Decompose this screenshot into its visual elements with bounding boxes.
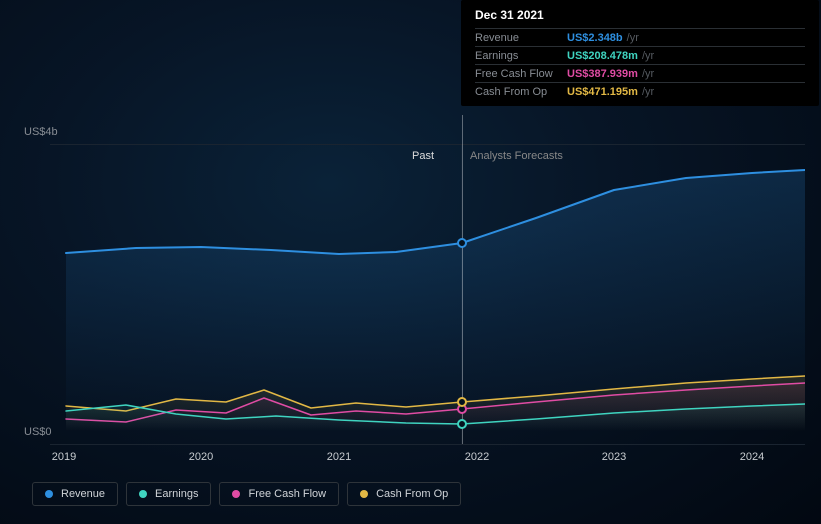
hover-marker: [457, 419, 467, 429]
hover-marker: [457, 397, 467, 407]
label-analysts-forecast: Analysts Forecasts: [470, 150, 563, 162]
tooltip-row-label: Earnings: [475, 50, 567, 62]
legend-item-label: Free Cash Flow: [248, 488, 326, 500]
chart-legend: Revenue Earnings Free Cash Flow Cash From O…: [32, 482, 461, 506]
legend-dot-icon: [232, 490, 240, 498]
tooltip-row-value: US$471.195m: [567, 86, 638, 98]
x-axis-tick: 2019: [52, 451, 76, 463]
x-axis-tick: 2022: [465, 451, 489, 463]
legend-item-label: Cash From Op: [376, 488, 448, 500]
tooltip-row-label: Cash From Op: [475, 86, 567, 98]
tooltip-row-value: US$2.348b: [567, 32, 623, 44]
tooltip-row: EarningsUS$208.478m/yr: [475, 46, 805, 64]
x-axis-tick: 2020: [189, 451, 213, 463]
gridline-top: [50, 144, 805, 145]
label-past: Past: [412, 150, 434, 162]
tooltip-row-label: Revenue: [475, 32, 567, 44]
tooltip-row: Cash From OpUS$471.195m/yr: [475, 82, 805, 100]
x-axis-tick: 2021: [327, 451, 351, 463]
y-axis-tick: US$4b: [24, 126, 58, 138]
tooltip-row-unit: /yr: [642, 50, 654, 62]
legend-item-free_cash_flow[interactable]: Free Cash Flow: [219, 482, 339, 506]
legend-item-label: Earnings: [155, 488, 198, 500]
gridline-baseline: [50, 444, 805, 445]
tooltip-date: Dec 31 2021: [475, 8, 805, 22]
tooltip-row-value: US$387.939m: [567, 68, 638, 80]
legend-dot-icon: [45, 490, 53, 498]
tooltip-row: RevenueUS$2.348b/yr: [475, 28, 805, 46]
legend-item-label: Revenue: [61, 488, 105, 500]
tooltip-row-label: Free Cash Flow: [475, 68, 567, 80]
tooltip-row: Free Cash FlowUS$387.939m/yr: [475, 64, 805, 82]
hover-tooltip: Dec 31 2021 RevenueUS$2.348b/yrEarningsU…: [461, 0, 819, 106]
legend-item-cash_from_op[interactable]: Cash From Op: [347, 482, 461, 506]
hover-marker: [457, 238, 467, 248]
tooltip-row-unit: /yr: [627, 32, 639, 44]
legend-item-revenue[interactable]: Revenue: [32, 482, 118, 506]
tooltip-row-unit: /yr: [642, 86, 654, 98]
y-axis-tick: US$0: [24, 426, 52, 438]
x-axis-tick: 2023: [602, 451, 626, 463]
x-axis-tick: 2024: [740, 451, 764, 463]
legend-dot-icon: [360, 490, 368, 498]
earnings-revenue-chart: US$4bUS$0 201920202021202220232024 Past …: [16, 0, 805, 524]
hover-vertical-line: [462, 115, 463, 444]
legend-dot-icon: [139, 490, 147, 498]
tooltip-row-value: US$208.478m: [567, 50, 638, 62]
tooltip-row-unit: /yr: [642, 68, 654, 80]
legend-item-earnings[interactable]: Earnings: [126, 482, 211, 506]
